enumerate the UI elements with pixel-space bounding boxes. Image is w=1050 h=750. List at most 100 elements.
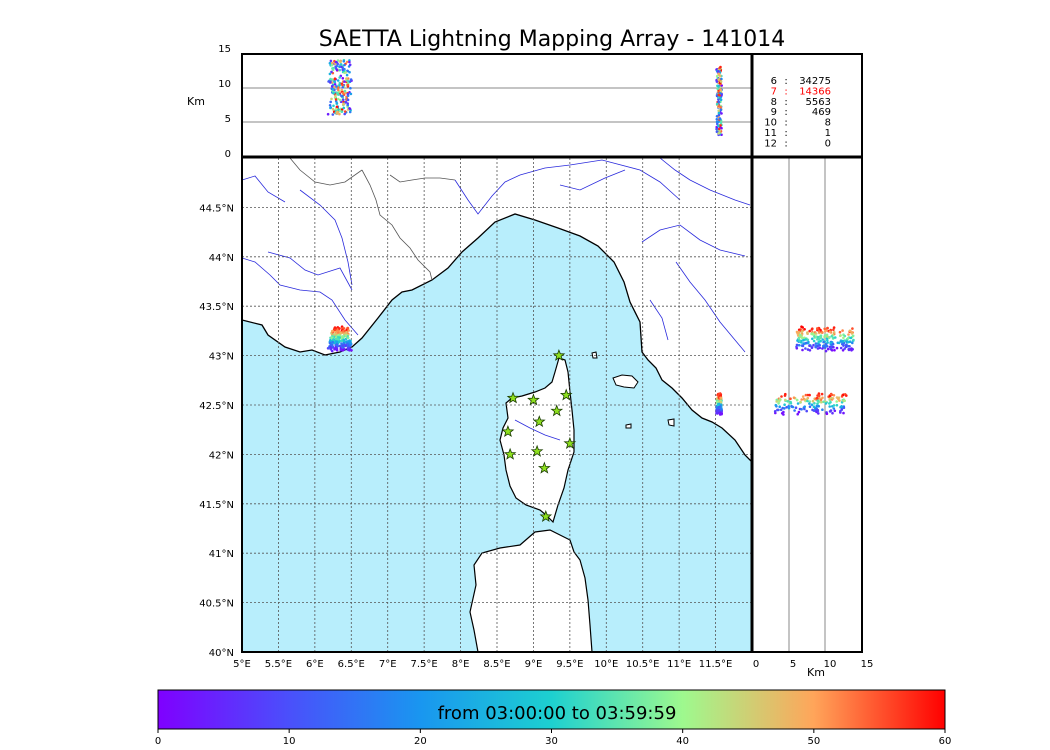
- lightning-source-altitude: [341, 98, 345, 102]
- lightning-source-altitude: [715, 118, 719, 121]
- lightning-source-altitude: [349, 78, 353, 81]
- lightning-source-altitude: [717, 93, 721, 96]
- lightning-source-altitude: [783, 407, 786, 410]
- lightning-source-altitude: [336, 97, 340, 101]
- lightning-source-altitude: [717, 109, 720, 112]
- lightning-source-altitude: [801, 344, 805, 348]
- station-star-icon: [506, 391, 520, 404]
- lightning-source-altitude: [336, 62, 340, 66]
- lightning-source-altitude: [815, 404, 819, 408]
- lightning-source-altitude: [348, 60, 351, 64]
- lightning-source-altitude: [790, 405, 794, 409]
- station-star-icon: [530, 444, 544, 457]
- lma-stations: [501, 348, 577, 523]
- lightning-source: [335, 337, 339, 341]
- lightning-source-altitude: [806, 393, 810, 397]
- lightning-source-altitude: [327, 80, 330, 83]
- lightning-source-altitude: [801, 336, 804, 340]
- lightning-source: [340, 342, 343, 345]
- lightning-source-altitude: [346, 79, 349, 83]
- lightning-source-altitude: [851, 341, 854, 345]
- lightning-source-altitude: [328, 61, 332, 65]
- stats-row: 10: 8: [764, 118, 831, 129]
- lightning-source-altitude: [796, 339, 799, 342]
- lightning-source-altitude: [773, 410, 777, 413]
- lightning-source-altitude: [808, 402, 811, 405]
- lightning-source-altitude: [849, 340, 852, 344]
- lightning-source-altitude: [821, 338, 824, 341]
- lightning-source: [341, 348, 345, 352]
- colorbar-tick-label: 50: [807, 736, 820, 747]
- lightning-source-altitude: [826, 347, 830, 351]
- lightning-source-altitude: [828, 330, 832, 334]
- lightning-source-altitude: [810, 346, 814, 349]
- lightning-source: [717, 402, 721, 405]
- lightning-source-altitude: [847, 348, 850, 351]
- lightning-source-altitude: [851, 327, 854, 330]
- longitude-tick-label: 6.5°E: [338, 659, 365, 670]
- sea: [242, 214, 752, 652]
- lightning-source-altitude: [822, 400, 825, 404]
- lightning-source-altitude: [329, 100, 333, 104]
- station-star-icon: [552, 348, 566, 361]
- lightning-source-altitude: [717, 85, 720, 88]
- lightning-source-altitude: [346, 102, 350, 105]
- lightning-source-altitude: [339, 98, 342, 102]
- lightning-source: [346, 326, 350, 330]
- lightning-source-altitude: [785, 406, 788, 409]
- lightning-source-altitude: [804, 341, 808, 345]
- lightning-source: [332, 338, 335, 341]
- colorbar-tick-label: 60: [939, 736, 952, 747]
- lightning-source-altitude: [338, 112, 341, 116]
- top-ylabel: Km: [187, 95, 205, 108]
- lightning-source-altitude: [717, 78, 720, 81]
- stats-row: 12: 0: [764, 138, 831, 149]
- stats-row: 6: 34275: [771, 76, 831, 87]
- lightning-source-altitude: [335, 85, 338, 88]
- lightning-source-altitude: [343, 63, 346, 67]
- lightning-source-altitude: [719, 105, 722, 109]
- lightning-source-altitude: [817, 340, 821, 344]
- lightning-source-altitude: [715, 127, 718, 131]
- stats-separator: :: [784, 107, 787, 118]
- lightning-source-altitude: [814, 342, 818, 345]
- stats-separator: :: [784, 138, 787, 149]
- lightning-source: [715, 411, 718, 415]
- longitude-tick-label: 11°E: [667, 659, 691, 670]
- lightning-source-altitude: [794, 406, 798, 410]
- pianosa-island: [625, 423, 632, 429]
- lightning-source-altitude: [808, 344, 811, 348]
- lightning-source-altitude: [342, 60, 346, 63]
- lightning-source: [719, 400, 723, 404]
- lightning-source-altitude: [334, 94, 337, 97]
- stats-key: 12: [764, 138, 777, 149]
- lightning-source-altitude: [801, 395, 805, 398]
- lightning-source: [330, 346, 333, 350]
- lightning-source-altitude: [841, 329, 844, 332]
- lightning-source-altitude: [817, 337, 821, 341]
- lightning-source-altitude: [824, 344, 828, 347]
- map-panel: [242, 158, 752, 652]
- lightning-source-altitude: [782, 410, 785, 414]
- stats-value: 0: [825, 138, 831, 149]
- lightning-source-altitude: [335, 68, 339, 72]
- lightning-source: [342, 341, 346, 345]
- top-ytick-label: 5: [225, 114, 231, 125]
- lightning-source-altitude: [779, 408, 783, 412]
- map-lightning-points: [326, 325, 723, 416]
- lightning-source-altitude: [341, 77, 345, 80]
- colorbar-tick-label: 40: [676, 736, 689, 747]
- top-ytick-label: 0: [225, 149, 231, 160]
- lightning-source: [719, 394, 722, 397]
- lightning-source-altitude: [719, 108, 723, 111]
- lightning-source-altitude: [810, 403, 814, 407]
- lightning-source-altitude: [826, 326, 829, 330]
- lightning-source-altitude: [715, 120, 719, 124]
- lightning-source-altitude: [795, 347, 799, 350]
- lightning-source-altitude: [843, 334, 847, 338]
- lightning-source-altitude: [328, 72, 332, 76]
- lightning-source-altitude: [816, 399, 820, 403]
- lightning-source-altitude: [348, 70, 351, 74]
- lightning-source-altitude: [850, 349, 853, 352]
- stats-separator: :: [784, 128, 787, 139]
